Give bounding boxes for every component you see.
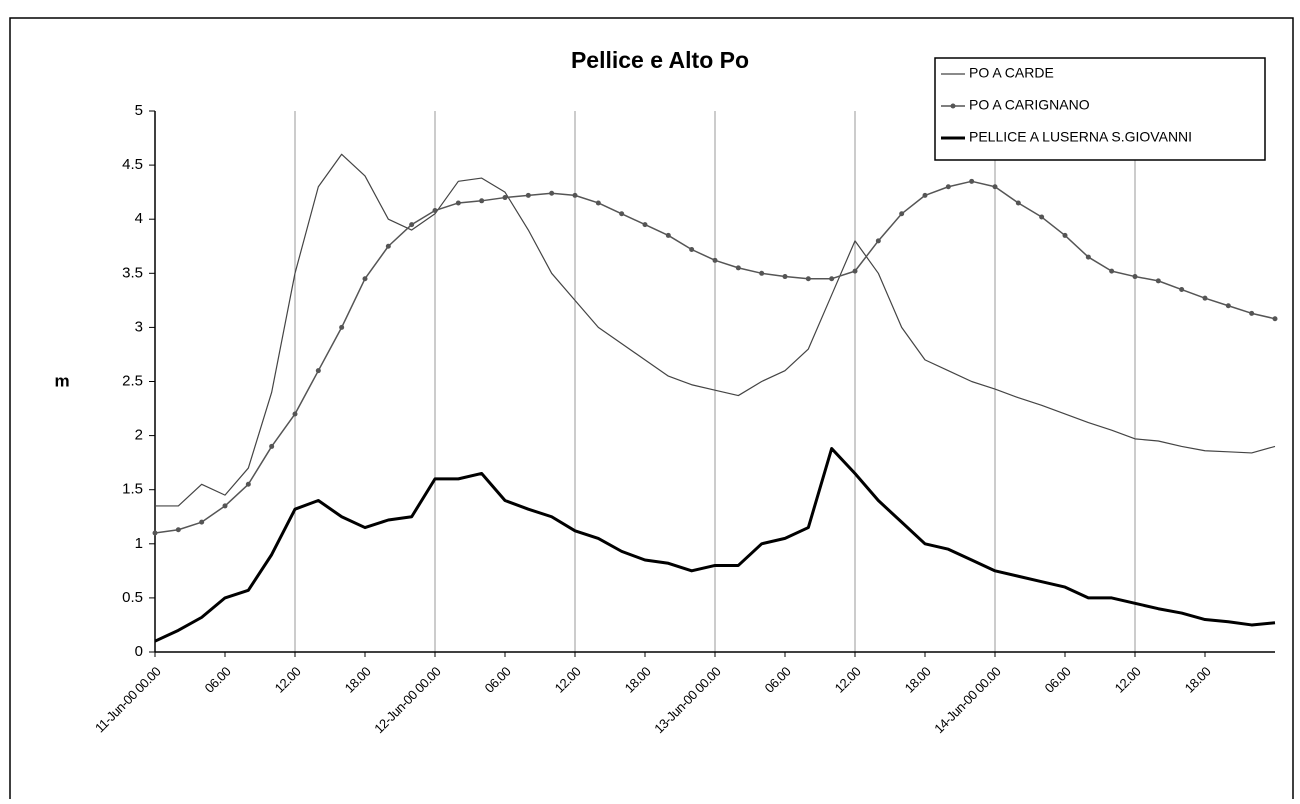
legend-box: [934, 57, 1266, 161]
series-marker: [1225, 303, 1231, 309]
legend-marker: [950, 103, 956, 109]
series-marker: [992, 184, 998, 190]
series-marker: [572, 192, 578, 198]
series-marker: [1039, 214, 1045, 220]
series-marker: [1179, 287, 1185, 293]
series-marker: [222, 503, 228, 509]
series-marker: [1202, 295, 1208, 301]
series-line: [154, 447, 1276, 643]
series-marker: [362, 276, 368, 282]
series-marker: [525, 192, 531, 198]
series-line: [155, 153, 1276, 507]
series-marker: [385, 243, 391, 249]
series-marker: [1249, 310, 1255, 316]
series-marker: [805, 276, 811, 282]
series-marker: [1109, 268, 1115, 274]
y-tick-label: 1: [135, 535, 143, 552]
series-marker: [292, 411, 298, 417]
legend-label: PO A CARDE: [969, 65, 1054, 81]
y-tick-label: 0: [135, 643, 143, 660]
series-marker: [1015, 200, 1021, 206]
series-marker: [455, 200, 461, 206]
y-tick-label: 2: [135, 427, 143, 444]
series-marker: [152, 530, 158, 536]
series-marker: [339, 324, 345, 330]
series-marker: [479, 198, 485, 204]
y-axis-label: m: [54, 371, 69, 390]
series-marker: [712, 257, 718, 263]
series-marker: [829, 276, 835, 282]
series-marker: [1062, 232, 1068, 238]
series-marker: [969, 178, 975, 184]
y-tick-label: 3.5: [122, 264, 143, 281]
series-marker: [899, 211, 905, 217]
series-marker: [619, 211, 625, 217]
y-tick-label: 4.5: [122, 156, 143, 173]
series-marker: [689, 246, 695, 252]
series-marker: [245, 481, 251, 487]
y-tick-label: 0.5: [122, 589, 143, 606]
series-marker: [1272, 316, 1278, 322]
series-marker: [502, 195, 508, 201]
series-marker: [1085, 254, 1091, 260]
series-marker: [432, 208, 438, 214]
series-marker: [875, 238, 881, 244]
series-marker: [199, 519, 205, 525]
series-marker: [665, 232, 671, 238]
series-marker: [735, 265, 741, 271]
y-tick-label: 2.5: [122, 372, 143, 389]
y-tick-label: 3: [135, 318, 143, 335]
series-marker: [175, 527, 181, 533]
series-marker: [269, 443, 275, 449]
series-marker: [549, 190, 555, 196]
series-marker: [595, 200, 601, 206]
series-marker: [409, 222, 415, 228]
series-marker: [1155, 278, 1161, 284]
series-marker: [1132, 274, 1138, 280]
legend-label: PELLICE A LUSERNA S.GIOVANNI: [969, 129, 1192, 145]
chart-title: Pellice e Alto Po: [571, 47, 749, 73]
series-marker: [642, 222, 648, 228]
series-marker: [782, 274, 788, 280]
series-marker: [922, 192, 928, 198]
legend-label: PO A CARIGNANO: [969, 97, 1090, 113]
series-marker: [852, 268, 858, 274]
series-marker: [945, 184, 951, 190]
y-tick-label: 1.5: [122, 481, 143, 498]
series-marker: [315, 368, 321, 374]
series-marker: [759, 270, 765, 276]
y-tick-label: 4: [135, 210, 143, 227]
y-tick-label: 5: [135, 102, 143, 119]
